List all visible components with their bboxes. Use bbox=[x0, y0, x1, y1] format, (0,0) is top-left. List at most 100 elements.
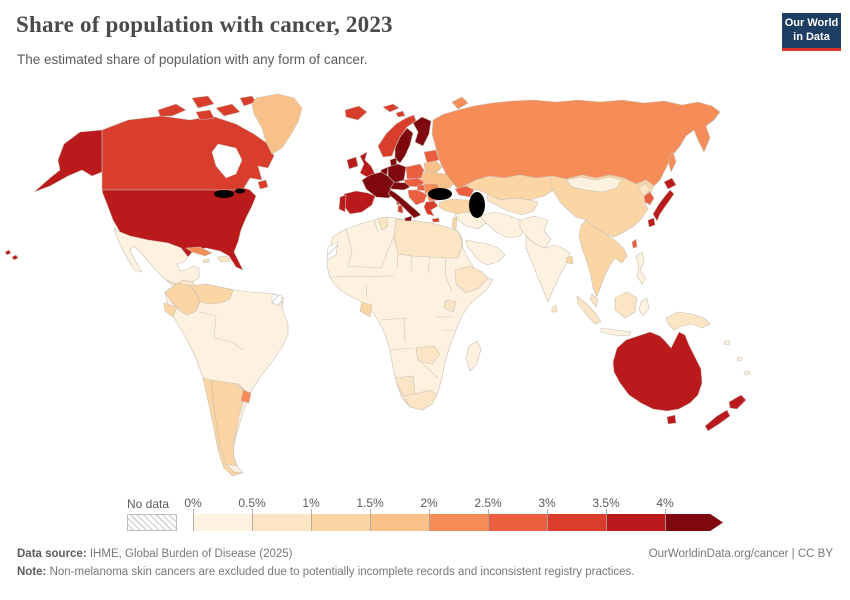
country-uganda[interactable] bbox=[443, 299, 457, 313]
country-zambia[interactable] bbox=[415, 345, 441, 365]
country-madagascar[interactable] bbox=[465, 340, 482, 372]
legend-segment[interactable] bbox=[547, 514, 606, 531]
legend-segment[interactable] bbox=[488, 514, 547, 531]
country-canada[interactable] bbox=[101, 115, 275, 191]
country-north-korea[interactable] bbox=[637, 182, 651, 197]
country-finland[interactable] bbox=[412, 116, 432, 147]
country-taiwan[interactable] bbox=[631, 238, 638, 249]
page-title: Share of population with cancer, 2023 bbox=[16, 12, 393, 37]
country-libya-egypt[interactable] bbox=[393, 218, 463, 259]
country-pacific-islands[interactable] bbox=[723, 339, 751, 376]
great-lakes bbox=[214, 190, 234, 198]
country-portugal[interactable] bbox=[338, 194, 347, 213]
country-jamaica[interactable] bbox=[202, 258, 210, 264]
country-france[interactable] bbox=[361, 171, 397, 199]
country-mexico[interactable] bbox=[113, 227, 200, 285]
country-israel-jordan[interactable] bbox=[451, 215, 458, 231]
country-mongolia[interactable] bbox=[565, 176, 623, 193]
country-indonesia-sulawesi[interactable] bbox=[638, 297, 650, 317]
country-italy[interactable] bbox=[387, 189, 422, 219]
country-namibia[interactable] bbox=[394, 375, 416, 397]
country-greece[interactable] bbox=[423, 200, 440, 223]
legend-segment[interactable] bbox=[311, 514, 370, 531]
country-indochina[interactable] bbox=[578, 219, 628, 298]
country-greenland[interactable] bbox=[251, 93, 303, 155]
country-venezuela[interactable] bbox=[189, 283, 234, 305]
country-ecuador[interactable] bbox=[163, 302, 178, 318]
country-canada-arctic-3[interactable] bbox=[215, 103, 241, 117]
country-india[interactable] bbox=[525, 235, 571, 303]
legend-colorbar-arrow[interactable] bbox=[665, 514, 723, 531]
country-indonesia-java[interactable] bbox=[600, 327, 632, 337]
country-gabon[interactable] bbox=[359, 301, 373, 318]
country-south-korea[interactable] bbox=[643, 191, 655, 206]
country-balkans[interactable] bbox=[407, 189, 428, 206]
country-sweden[interactable] bbox=[394, 127, 414, 164]
country-canada-arctic-4[interactable] bbox=[195, 109, 215, 121]
country-russia[interactable] bbox=[431, 99, 721, 190]
legend-segment[interactable] bbox=[370, 514, 429, 531]
legend-tick-label: 1% bbox=[302, 496, 320, 510]
country-belarus[interactable] bbox=[423, 160, 443, 174]
country-canada-arctic-1[interactable] bbox=[157, 103, 187, 117]
country-italy-sicily[interactable] bbox=[404, 215, 413, 222]
country-tunisia[interactable] bbox=[377, 216, 389, 231]
country-french-guiana[interactable] bbox=[271, 293, 283, 307]
legend-tick-line bbox=[370, 509, 371, 531]
no-data-swatch[interactable] bbox=[127, 514, 177, 531]
country-uk[interactable] bbox=[359, 151, 376, 178]
country-china[interactable] bbox=[549, 174, 655, 238]
country-japan[interactable] bbox=[647, 177, 677, 228]
legend-colorbar[interactable] bbox=[193, 514, 665, 531]
country-svalbard[interactable] bbox=[382, 103, 406, 118]
country-canada-arctic-2[interactable] bbox=[191, 95, 215, 109]
country-spain[interactable] bbox=[343, 190, 376, 215]
country-iceland[interactable] bbox=[344, 105, 368, 121]
country-new-guinea[interactable] bbox=[665, 311, 711, 331]
country-poland[interactable] bbox=[405, 163, 425, 180]
country-ireland[interactable] bbox=[346, 156, 359, 170]
country-ethiopia[interactable] bbox=[454, 265, 489, 294]
country-norway[interactable] bbox=[377, 114, 417, 158]
country-saudi-arabia[interactable] bbox=[465, 239, 506, 266]
data-source-label: Data source: bbox=[17, 548, 87, 560]
country-new-zealand[interactable] bbox=[704, 394, 747, 432]
country-baltics[interactable] bbox=[423, 149, 440, 164]
caspian-sea bbox=[469, 192, 485, 218]
legend-tick-line bbox=[606, 509, 607, 531]
legend-tick-label: 4% bbox=[656, 496, 674, 510]
country-usa-hawaii[interactable] bbox=[4, 249, 19, 261]
country-russia-novaya-zemlya[interactable] bbox=[451, 96, 469, 110]
country-afghanistan-pakistan[interactable] bbox=[519, 215, 552, 249]
country-caucasus[interactable] bbox=[454, 185, 475, 198]
country-indonesia-borneo[interactable] bbox=[614, 291, 638, 319]
country-bangladesh[interactable] bbox=[565, 255, 574, 265]
country-australia-tasmania[interactable] bbox=[666, 414, 677, 425]
country-philippines[interactable] bbox=[635, 251, 647, 285]
owid-credit-link[interactable]: OurWorldinData.org/cancer | CC BY bbox=[648, 548, 833, 560]
country-south-africa[interactable] bbox=[402, 389, 438, 411]
country-western-sahara[interactable] bbox=[326, 241, 339, 261]
country-sri-lanka[interactable] bbox=[551, 304, 558, 313]
country-argentina[interactable] bbox=[210, 379, 246, 467]
country-hispaniola[interactable] bbox=[216, 255, 232, 263]
legend-segment[interactable] bbox=[252, 514, 311, 531]
country-australia[interactable] bbox=[612, 331, 703, 412]
country-canada-newfoundland[interactable] bbox=[257, 179, 269, 190]
legend-tick-label: 1.5% bbox=[356, 496, 384, 510]
country-usa-alaska[interactable] bbox=[33, 129, 103, 193]
country-central-asia[interactable] bbox=[486, 193, 539, 216]
owid-logo[interactable]: Our World in Data bbox=[782, 13, 841, 51]
legend-tick-label: 2.5% bbox=[474, 496, 502, 510]
country-iran[interactable] bbox=[479, 211, 527, 239]
country-colombia[interactable] bbox=[164, 282, 201, 316]
country-malaysia[interactable] bbox=[589, 293, 599, 308]
legend-segment[interactable] bbox=[193, 514, 252, 531]
country-cuba[interactable] bbox=[185, 246, 213, 257]
country-indonesia-sumatra[interactable] bbox=[576, 295, 602, 325]
country-russia-sakhalin[interactable] bbox=[667, 151, 677, 173]
legend-segment[interactable] bbox=[429, 514, 488, 531]
legend-segment[interactable] bbox=[606, 514, 665, 531]
country-uruguay[interactable] bbox=[240, 389, 252, 404]
